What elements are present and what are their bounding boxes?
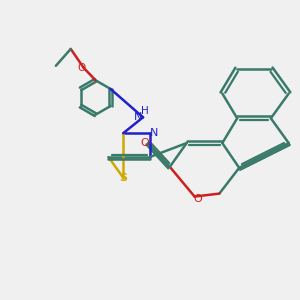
Text: O: O [77,63,86,73]
Text: N: N [134,112,142,122]
Text: O: O [194,194,203,204]
Text: O: O [141,138,149,148]
Text: H: H [141,106,148,116]
Text: N: N [149,128,158,138]
Text: S: S [119,173,127,183]
